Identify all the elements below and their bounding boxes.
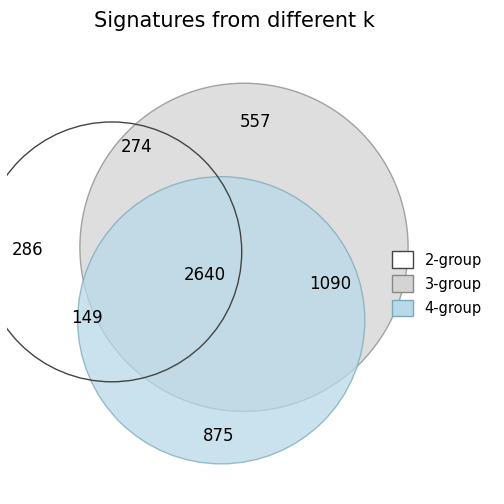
Circle shape [80, 83, 408, 411]
Text: 2640: 2640 [184, 266, 226, 284]
Text: 149: 149 [71, 309, 102, 327]
Title: Signatures from different k: Signatures from different k [94, 11, 375, 31]
Circle shape [78, 177, 365, 464]
Legend: 2-group, 3-group, 4-group: 2-group, 3-group, 4-group [388, 247, 486, 321]
Text: 557: 557 [239, 113, 271, 131]
Text: 286: 286 [12, 240, 43, 259]
Text: 1090: 1090 [309, 275, 352, 293]
Text: 274: 274 [121, 138, 153, 156]
Text: 875: 875 [203, 427, 235, 446]
